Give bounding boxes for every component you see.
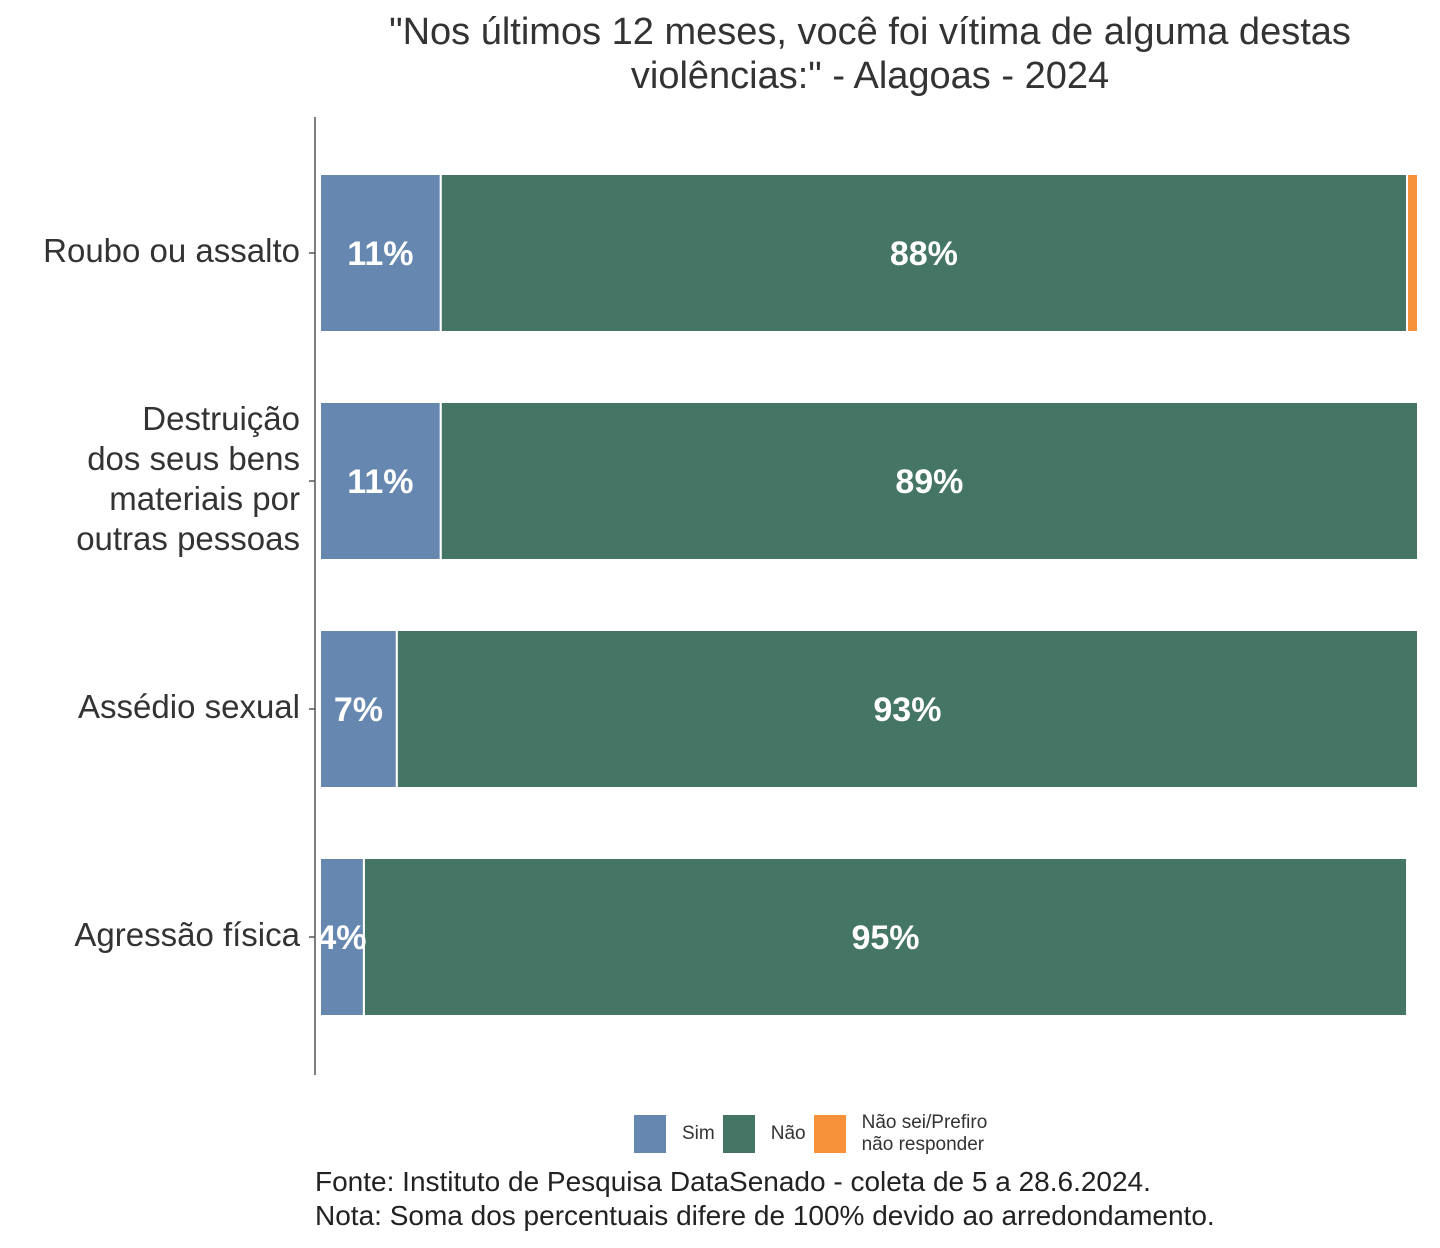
bar-sim: [319, 629, 398, 789]
chart-title-line-2: violências:" - Alagoas - 2024: [630, 55, 1110, 97]
source-note: Fonte: Instituto de Pesquisa DataSenado …: [315, 1166, 1151, 1197]
chart-title-line-1: "Nos últimos 12 meses, você foi vítima d…: [389, 11, 1351, 53]
category-label-line: Roubo ou assalto: [43, 232, 300, 269]
y-axis: [309, 117, 316, 1075]
chart-title: "Nos últimos 12 meses, você foi vítima d…: [310, 10, 1430, 98]
legend-label: Não: [770, 1123, 806, 1144]
legend-item: Sim: [634, 1115, 715, 1153]
category-label: Roubo ou assalto: [0, 231, 300, 271]
footnote: Nota: Soma dos percentuais difere de 100…: [315, 1200, 1215, 1231]
legend-item: Não sei/Prefiro não responder: [813, 1112, 988, 1156]
category-label-line: Assédio sexual: [78, 688, 300, 725]
legend: Sim Não Não sei/Prefiro não responder: [634, 1112, 995, 1156]
bars: [319, 173, 1420, 1017]
category-label-line: Destruição: [142, 400, 300, 437]
legend-swatch: [634, 1115, 666, 1153]
legend-swatch: [722, 1115, 755, 1153]
category-label: Assédio sexual: [0, 687, 300, 727]
footer: Fonte: Instituto de Pesquisa DataSenado …: [315, 1165, 1215, 1233]
category-label: Destruição dos seus bens materiais por outr…: [0, 399, 300, 559]
data-label: 4%: [317, 919, 366, 957]
bar-n-o-sei-prefiro-n-o-responder: [1406, 173, 1420, 333]
category-label-line: outras pessoas: [76, 520, 300, 557]
data-label: 95%: [851, 919, 919, 957]
bar-n-o: [362, 857, 1409, 1017]
data-label: 11%: [347, 235, 413, 273]
bar-sim: [319, 857, 365, 1017]
bar-n-o: [395, 629, 1419, 789]
data-label: 93%: [873, 691, 941, 729]
bar-n-o: [439, 401, 1419, 561]
data-label: 11%: [347, 463, 413, 501]
legend-item: Não: [722, 1115, 806, 1153]
category-label-line: materiais por: [109, 480, 300, 517]
data-label: 89%: [895, 463, 963, 501]
bar-n-o: [439, 173, 1409, 333]
legend-label: Não sei/Prefiro não responder: [861, 1112, 988, 1155]
bar-labels: 11% 88% 11% 89% 7% 93% 4% 95%: [317, 235, 963, 957]
legend-swatch: [813, 1115, 846, 1153]
category-label-line: dos seus bens: [87, 440, 300, 477]
data-label: 7%: [334, 691, 383, 729]
legend-label: Sim: [682, 1123, 715, 1144]
category-label: Agressão física: [0, 915, 300, 955]
bar-sim: [319, 173, 442, 333]
category-label-line: Agressão física: [74, 916, 300, 953]
data-label: 88%: [890, 235, 958, 273]
